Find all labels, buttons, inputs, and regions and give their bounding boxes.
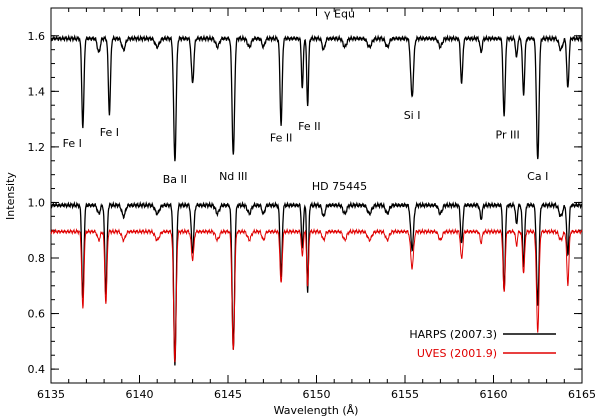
line-id-label: Fe II: [298, 120, 320, 133]
x-tick-label: 6160: [480, 388, 508, 401]
line-id-label: Ba II: [163, 173, 187, 186]
series-uves: [50, 227, 583, 363]
y-tick-label: 1.6: [28, 30, 46, 43]
x-tick-label: 6150: [303, 388, 331, 401]
y-tick-label: 0.4: [28, 363, 46, 376]
star-label: HD 75445: [312, 180, 367, 193]
line-annotations: Fe I Fe I Ba II Nd III Fe II Fe II Si I Pr III C…: [63, 109, 549, 186]
line-id-label: Fe I: [63, 137, 82, 150]
x-tick-labels: 6135 6140 6145 6150 6155 6160 6165: [37, 388, 596, 401]
line-id-label: Pr III: [496, 129, 520, 142]
x-axis-title: Wavelength (Å): [274, 404, 359, 417]
line-id-label: Ca I: [527, 170, 548, 183]
x-tick-label: 6155: [391, 388, 419, 401]
line-id-label: Fe I: [100, 126, 119, 139]
line-id-label: Fe II: [270, 131, 292, 144]
line-id-label: Nd III: [219, 170, 247, 183]
y-tick-label: 1.2: [28, 141, 46, 154]
spectrum-series: [50, 34, 583, 366]
x-tick-label: 6145: [214, 388, 242, 401]
x-tick-label: 6140: [126, 388, 154, 401]
y-axis-title: Intensity: [4, 172, 17, 220]
legend: HARPS (2007.3) UVES (2001.9): [409, 328, 556, 360]
legend-label-harps: HARPS (2007.3): [409, 328, 497, 341]
series-gamma-equ: [50, 34, 583, 162]
x-tick-label: 6165: [568, 388, 596, 401]
y-tick-labels: 0.4 0.6 0.8 1.0 1.2 1.4 1.6: [28, 30, 46, 376]
series-labels: γ Equ HD 75445: [312, 8, 367, 193]
y-tick-label: 0.8: [28, 252, 46, 265]
y-tick-label: 0.6: [28, 308, 46, 321]
y-tick-label: 1.4: [28, 85, 46, 98]
series-harps: [50, 200, 583, 366]
legend-label-uves: UVES (2001.9): [417, 347, 497, 360]
x-tick-label: 6135: [37, 388, 65, 401]
line-id-label: Si I: [404, 109, 421, 122]
y-tick-label: 1.0: [28, 196, 46, 209]
star-label: γ Equ: [324, 8, 355, 21]
